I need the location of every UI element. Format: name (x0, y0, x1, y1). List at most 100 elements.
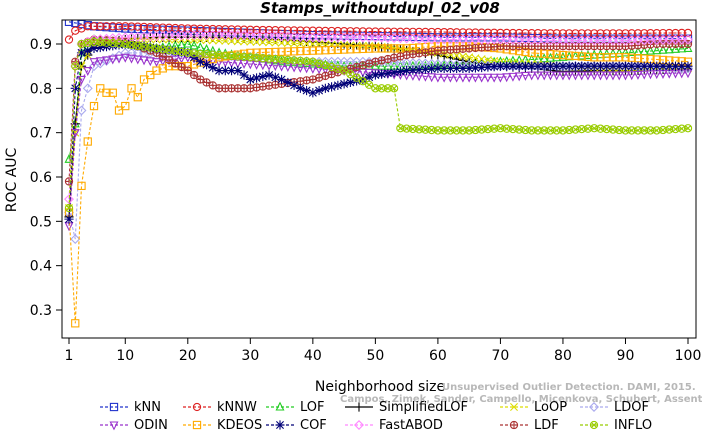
data-point-cof (201, 60, 212, 70)
data-point-fastabod (295, 31, 306, 42)
y-axis-label: ROC AUC (4, 147, 20, 212)
data-point-fastabod (389, 33, 400, 43)
data-point-cof (627, 61, 637, 71)
data-point-cof (333, 80, 343, 90)
legend-marker-knnw (192, 402, 202, 412)
series-inflo (64, 37, 693, 213)
data-point-cof (270, 72, 280, 82)
data-point-odin (639, 70, 649, 80)
data-point-inflo (64, 203, 74, 213)
series-knnw (64, 22, 693, 44)
data-point-cof (358, 74, 368, 85)
data-point-cof (608, 61, 618, 71)
data-point-cof (683, 61, 693, 71)
chart-title: Stamps_withoutdupl_02_v08 (260, 0, 500, 17)
data-point-cof (633, 61, 643, 71)
data-point-inflo (608, 125, 618, 134)
data-point-kdeos (252, 48, 261, 57)
data-point-odin (102, 56, 112, 66)
data-point-odin (120, 53, 130, 63)
data-point-knnw (271, 26, 280, 35)
data-point-cof (239, 70, 249, 80)
data-point-odin (364, 68, 374, 78)
data-point-cof (83, 46, 93, 56)
data-point-kdeos (102, 88, 111, 97)
data-point-fastabod (376, 32, 387, 43)
data-point-odin (452, 73, 462, 83)
data-point-cof (295, 83, 305, 93)
x-axis-label: Neighborhood size (315, 379, 445, 395)
data-point-kdeos (277, 47, 286, 56)
data-point-cof (452, 63, 462, 73)
data-point-inflo (421, 125, 430, 134)
data-point-kdeos (133, 93, 142, 102)
data-point-inflo (171, 46, 180, 56)
data-point-kdeos (321, 46, 330, 55)
data-point-inflo (665, 125, 674, 134)
data-point-fastabod (245, 30, 256, 41)
data-point-kdeos (96, 84, 105, 93)
data-point-knnw (252, 25, 261, 35)
legend-label-lof: LOF (300, 400, 325, 415)
data-point-knnw (483, 28, 493, 37)
legend-marker-loop (510, 403, 518, 411)
data-point-kdeos (558, 50, 568, 60)
data-point-knnw (289, 26, 299, 35)
data-point-kdeos (108, 88, 117, 97)
legend-item-odin: ODIN (100, 418, 168, 433)
data-point-cof (520, 61, 531, 71)
data-point-ldf (352, 62, 361, 72)
data-point-inflo (658, 125, 668, 135)
data-point-kdeos (71, 319, 80, 328)
data-point-inflo (540, 126, 549, 135)
data-point-cof (645, 61, 656, 71)
data-point-odin (470, 73, 480, 83)
data-point-knnw (208, 24, 217, 34)
data-point-odin (514, 72, 524, 82)
data-point-inflo (433, 126, 443, 135)
data-point-inflo (214, 50, 224, 60)
series-line-fastabod (68, 34, 689, 200)
data-point-loop (240, 37, 249, 46)
legend-item-kdeos: KDEOS (183, 418, 262, 433)
data-point-knnw (283, 26, 292, 35)
data-point-knnw (83, 22, 92, 31)
legend-item-inflo: INFLO (580, 418, 652, 433)
data-point-fastabod (414, 33, 425, 44)
data-point-cof (483, 62, 493, 72)
data-point-lof (552, 52, 562, 62)
legend-item-loop: LoOP (500, 400, 567, 415)
watermark-line-1: Unsupervised Outlier Detection. DAMI, 20… (442, 382, 696, 393)
data-point-knnw (490, 28, 499, 37)
data-point-kdeos (308, 46, 317, 55)
data-point-cof (589, 61, 599, 71)
data-point-knnw (502, 28, 511, 38)
data-point-cof (614, 61, 624, 71)
data-point-cof (508, 61, 518, 71)
data-point-inflo (414, 125, 424, 134)
data-point-ldof (676, 63, 687, 74)
data-point-cof (245, 74, 255, 85)
data-point-odin (464, 73, 474, 83)
data-point-knnw (358, 27, 368, 36)
data-point-kdeos (565, 51, 574, 60)
data-point-cof (527, 61, 537, 71)
data-point-lof (658, 44, 668, 54)
data-point-inflo (671, 124, 680, 134)
data-point-inflo (77, 39, 86, 49)
data-point-knnw (471, 28, 480, 37)
data-point-lof (202, 43, 212, 53)
data-point-ldf (308, 75, 317, 84)
data-point-odin (589, 71, 599, 81)
data-point-inflo (271, 54, 280, 64)
data-point-fastabod (257, 30, 268, 41)
data-point-kdeos (314, 46, 324, 55)
data-point-kdeos (158, 64, 167, 73)
data-point-knnw (196, 24, 205, 33)
data-point-kdeos (258, 48, 267, 57)
data-point-loop (277, 38, 286, 47)
data-point-loop (290, 39, 299, 48)
data-point-loop (208, 36, 217, 45)
data-point-knnw (96, 22, 105, 31)
data-point-inflo (633, 126, 643, 135)
